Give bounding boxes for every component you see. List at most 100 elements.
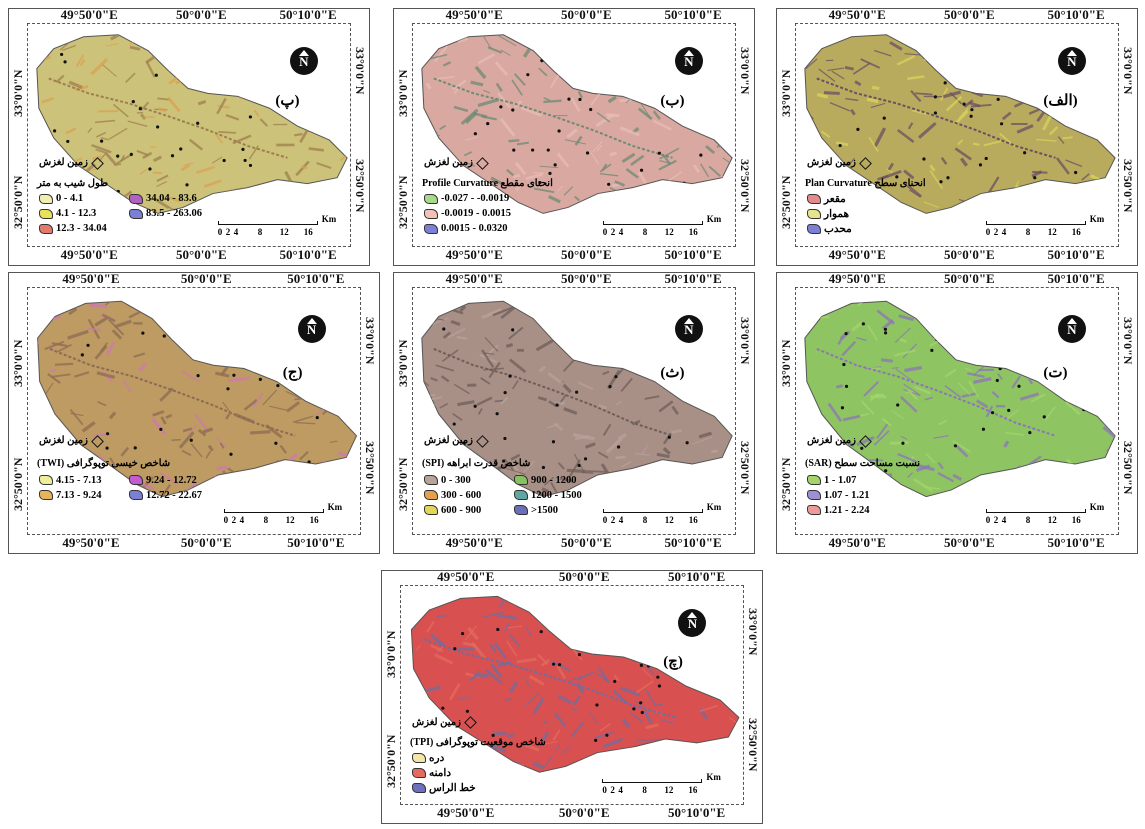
landslide-point: [60, 52, 64, 57]
landslide-point: [699, 343, 703, 347]
scale-label: 2: [993, 515, 999, 525]
landslide-point: [539, 630, 543, 634]
legend-item: 0 - 300: [424, 475, 471, 486]
landslide-point: [978, 163, 983, 167]
scale-label: 0: [217, 227, 223, 237]
landslide-point: [63, 60, 67, 64]
landslide-point: [844, 332, 848, 336]
landslide-point: [656, 675, 660, 679]
legend-item-label: 7.13 - 9.24: [56, 489, 102, 501]
landslide-point: [512, 148, 516, 152]
scale-label: 4: [618, 227, 624, 237]
scale-label: 0: [602, 227, 608, 237]
legend-swatch: [807, 194, 821, 205]
landslide-point: [156, 125, 160, 129]
north-arrow-icon: N: [289, 47, 318, 76]
landslide-point: [616, 445, 621, 449]
landslide-point: [170, 154, 175, 158]
watershed-map: [421, 300, 733, 498]
top-lon-tick: 49°50'0"E: [828, 271, 886, 286]
landslide-point: [989, 67, 993, 71]
scale-unit: Km: [706, 214, 722, 224]
map-frame: [412, 287, 736, 535]
scale-bar: Km 0 2 4 8 12 16: [602, 214, 723, 239]
top-lon-tick: 50°10'0"E: [664, 7, 722, 22]
landslide-point: [80, 353, 84, 357]
legend-item: 300 - 600: [424, 490, 481, 501]
legend-swatch: [807, 490, 821, 501]
landslide-point: [315, 415, 319, 420]
scale-label: 2: [610, 515, 616, 525]
scale-label: 4: [233, 227, 239, 237]
landslide-point: [639, 701, 643, 705]
landslide-point: [946, 176, 950, 180]
legend-item-label: 9.24 - 12.72: [146, 474, 197, 486]
scale-bar-line: [602, 221, 703, 225]
map-frame: [795, 287, 1119, 535]
bottom-lon-tick: 49°50'0"E: [828, 535, 886, 550]
legend-swatch: [129, 490, 143, 501]
drainage-line: [423, 638, 677, 719]
landslide-label: زمین لغزش: [424, 435, 473, 447]
map-panel-be: 49°50'0"E 49°50'0"E 50°0'0"E 50°0'0"E 50°10'…: [393, 7, 755, 266]
landslide-point: [639, 168, 644, 172]
landslide-point: [970, 108, 974, 112]
scale-label: 2: [225, 227, 231, 237]
scale-label: 12: [1047, 227, 1057, 237]
legend-item-label: 1 - 1.07: [824, 474, 857, 486]
panel-label: (پ): [275, 92, 300, 109]
landslide-point: [99, 139, 104, 143]
legend-swatch: [39, 193, 53, 204]
legend-title: شاخص خیسی توپوگرافی (TWI): [37, 457, 171, 469]
landslide-point: [575, 390, 579, 394]
landslide-point: [526, 73, 530, 77]
landslide-legend: زمین لغزش: [39, 156, 104, 170]
legend-item-label: خط الراس: [429, 783, 476, 795]
landslide-point: [196, 374, 200, 378]
legend-item-label: هموار: [824, 209, 850, 221]
landslide-point: [698, 189, 702, 193]
scale-label: 4: [239, 515, 245, 525]
legend-title: شاخص قدرت ابراهه (SPI): [422, 457, 531, 469]
bottom-lon-tick: 50°10'0"E: [668, 805, 726, 820]
landslide-point: [589, 107, 593, 112]
legend-swatch: [807, 505, 821, 516]
legend-item: 600 - 900: [424, 505, 481, 516]
top-lon-tick: 50°10'0"E: [287, 271, 345, 286]
landslide-point: [895, 175, 899, 179]
legend-item: >1500: [514, 505, 558, 516]
scale-label: 4: [1001, 227, 1007, 237]
scale-label: 0: [223, 515, 229, 525]
landslide-point: [232, 373, 236, 377]
scale-unit: Km: [706, 502, 722, 512]
scale-label: 12: [279, 227, 289, 237]
legend-swatch: [424, 505, 438, 516]
landslide-point: [154, 73, 158, 77]
landslide-point: [840, 406, 845, 410]
landslide-point: [105, 432, 110, 436]
diamond-icon: [859, 156, 872, 170]
landslide-point: [607, 182, 611, 186]
bottom-lon-tick: 49°50'0"E: [60, 247, 118, 262]
landslide-point: [574, 631, 578, 635]
legend-item: 1.07 - 1.21: [807, 490, 870, 501]
landslide-point: [225, 341, 229, 345]
drainage-line: [49, 348, 296, 437]
landslide-point: [1067, 115, 1072, 119]
scale-unit: Km: [1089, 214, 1105, 224]
legend-item: -0.027 - -0.0019: [424, 193, 509, 204]
landslide-point: [538, 180, 542, 185]
legend-item: خط الراس: [412, 782, 476, 794]
landslide-point: [319, 88, 324, 92]
top-lon-tick: 49°50'0"E: [828, 7, 886, 22]
legend-item-label: 0.0015 - 0.0320: [441, 223, 508, 235]
map-panel-che: 49°50'0"E 49°50'0"E 50°0'0"E 50°0'0"E 50°10'…: [381, 569, 763, 824]
diamond-icon: [91, 434, 104, 448]
scale-bar-line: [985, 509, 1086, 513]
scale-bar-line: [985, 221, 1086, 225]
scale-label: 16: [1071, 515, 1081, 525]
legend-item-label: 4.15 - 7.13: [56, 474, 102, 486]
scale-label: 16: [303, 227, 313, 237]
landslide-point: [196, 121, 200, 125]
north-arrow-icon: N: [674, 47, 703, 76]
